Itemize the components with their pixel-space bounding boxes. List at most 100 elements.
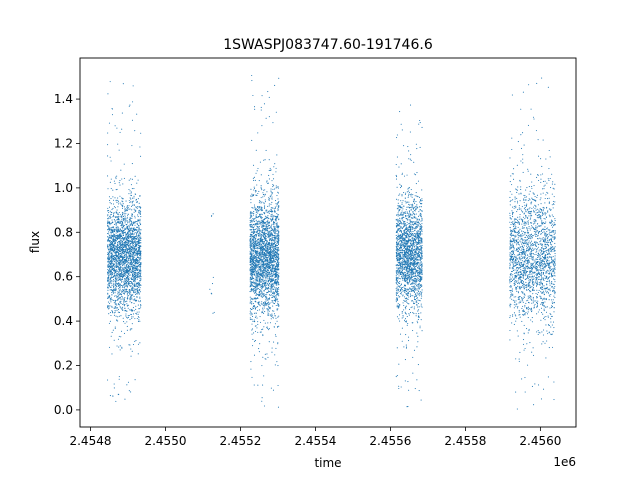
- data-point: [114, 290, 116, 292]
- data-point: [274, 259, 276, 261]
- data-point: [277, 254, 279, 256]
- data-point: [111, 261, 113, 263]
- data-point: [274, 246, 276, 248]
- data-point: [117, 218, 120, 220]
- data-point: [127, 262, 129, 264]
- data-point: [271, 196, 273, 198]
- data-point: [127, 307, 129, 309]
- data-point: [122, 284, 125, 286]
- data-point: [129, 237, 131, 239]
- data-point: [129, 232, 131, 234]
- data-point: [271, 198, 273, 200]
- data-point: [109, 215, 111, 217]
- data-point: [118, 241, 120, 243]
- data-point: [117, 231, 119, 233]
- data-point: [270, 207, 272, 209]
- data-point: [138, 228, 140, 230]
- data-point: [111, 311, 114, 313]
- data-point: [139, 264, 141, 266]
- data-point: [135, 288, 137, 290]
- data-point: [121, 128, 123, 130]
- data-point: [258, 265, 260, 267]
- data-point: [117, 261, 120, 263]
- data-point: [138, 219, 140, 221]
- data-point: [268, 238, 270, 240]
- data-point: [272, 173, 274, 175]
- data-point: [263, 302, 265, 304]
- data-point: [262, 249, 264, 251]
- data-point: [115, 224, 117, 226]
- data-point: [271, 239, 273, 241]
- data-point: [278, 240, 280, 242]
- data-point: [253, 291, 255, 293]
- data-point: [268, 303, 270, 305]
- data-point: [131, 235, 133, 237]
- data-point: [114, 241, 116, 244]
- data-point: [267, 231, 269, 233]
- data-point: [252, 315, 254, 317]
- data-point: [258, 302, 260, 304]
- data-point: [251, 333, 253, 335]
- data-point: [266, 271, 268, 273]
- data-point: [130, 314, 133, 316]
- data-point: [253, 277, 255, 279]
- data-point: [117, 228, 119, 230]
- data-point: [253, 303, 255, 305]
- data-point: [272, 283, 274, 285]
- data-point: [268, 116, 270, 118]
- data-point: [135, 276, 137, 278]
- data-point: [267, 182, 269, 184]
- data-point: [115, 232, 117, 234]
- data-point: [277, 243, 280, 245]
- data-point: [117, 393, 119, 395]
- data-point: [251, 308, 253, 310]
- data-point: [259, 295, 261, 297]
- data-point: [132, 255, 134, 257]
- data-point: [116, 229, 118, 231]
- data-point: [114, 299, 116, 302]
- data-point: [249, 235, 251, 237]
- data-point: [113, 265, 115, 267]
- data-point: [262, 228, 264, 230]
- data-point: [139, 290, 141, 292]
- data-point: [108, 276, 110, 278]
- data-point: [130, 270, 132, 272]
- data-point: [113, 263, 115, 265]
- data-point: [123, 246, 125, 248]
- data-point: [136, 241, 138, 243]
- data-point: [274, 228, 276, 230]
- data-point: [120, 268, 122, 270]
- data-point: [116, 222, 118, 224]
- data-point: [264, 189, 266, 191]
- data-point: [127, 278, 129, 281]
- data-point: [112, 261, 114, 263]
- data-point: [118, 284, 120, 286]
- data-point: [267, 226, 269, 228]
- data-point: [252, 242, 254, 244]
- data-point: [135, 253, 137, 255]
- data-point: [270, 245, 272, 247]
- data-point: [112, 274, 114, 276]
- data-point: [259, 293, 261, 295]
- data-point: [131, 178, 133, 180]
- data-point: [111, 209, 113, 211]
- data-point: [253, 340, 256, 342]
- data-point: [272, 183, 274, 186]
- data-point: [268, 251, 270, 253]
- data-point: [111, 228, 113, 230]
- data-point: [274, 207, 277, 209]
- data-point: [115, 280, 117, 282]
- data-point: [258, 210, 260, 212]
- data-point: [265, 225, 267, 227]
- data-point: [113, 229, 115, 231]
- data-point: [276, 309, 278, 311]
- data-point: [212, 276, 214, 278]
- data-point: [136, 288, 138, 290]
- data-point: [123, 239, 125, 241]
- data-point: [119, 202, 121, 204]
- data-point: [107, 240, 109, 242]
- data-point: [132, 292, 135, 294]
- data-point: [133, 204, 135, 207]
- data-point: [108, 122, 111, 124]
- data-point: [132, 228, 134, 230]
